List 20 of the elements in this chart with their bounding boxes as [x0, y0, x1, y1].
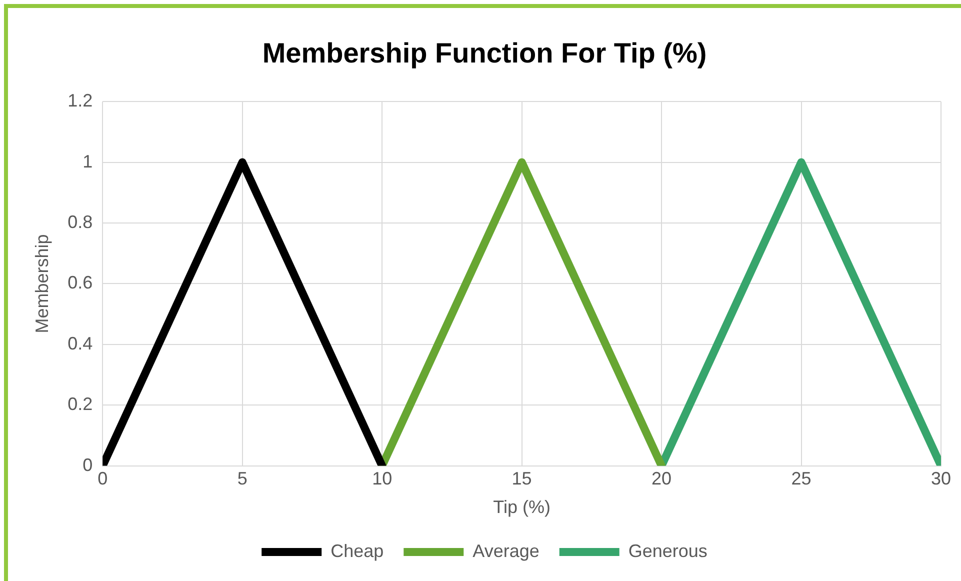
x-tick-label: 20 — [652, 468, 672, 489]
y-tick-label: 0.8 — [68, 212, 93, 232]
y-tick-label: 0.6 — [68, 272, 93, 293]
x-tick-label: 10 — [372, 468, 392, 489]
y-tick-label: 0 — [82, 454, 93, 475]
y-tick-label: 0.4 — [68, 333, 93, 354]
legend-label: Average — [472, 540, 540, 561]
legend-label: Cheap — [330, 540, 384, 561]
x-tick-label: 25 — [791, 468, 812, 489]
y-axis-title: Membership — [32, 234, 52, 334]
y-tick-label: 1.2 — [68, 90, 93, 111]
y-tick-label: 1 — [82, 151, 93, 172]
chart-title: Membership Function For Tip (%) — [262, 38, 707, 69]
x-tick-label: 5 — [237, 468, 248, 489]
x-axis-title: Tip (%) — [493, 497, 550, 518]
x-tick-label: 0 — [98, 468, 108, 489]
x-tick-label: 15 — [512, 468, 532, 489]
x-tick-label: 30 — [930, 468, 952, 489]
y-tick-label: 0.2 — [68, 394, 93, 414]
legend-label: Generous — [628, 540, 708, 561]
